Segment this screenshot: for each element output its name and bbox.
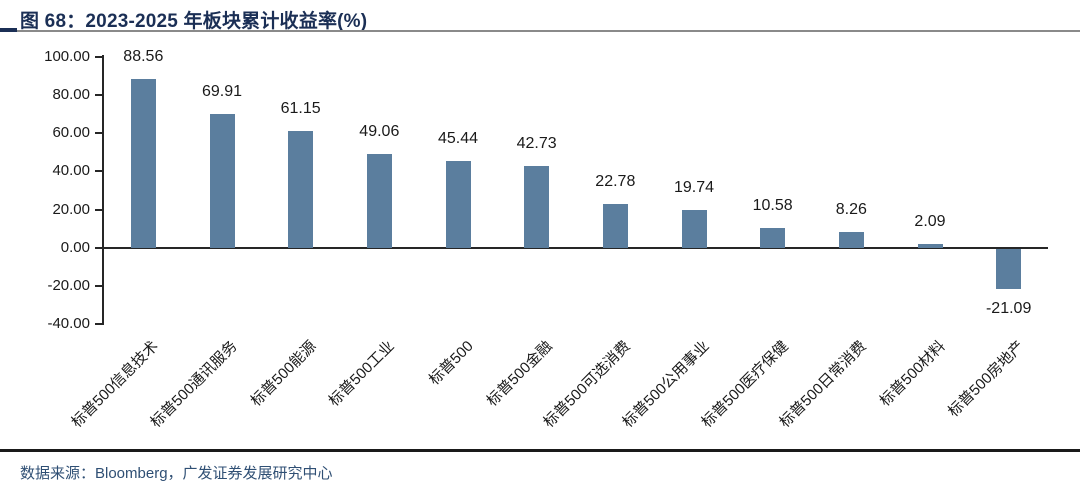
- x-axis-label: 标普500能源: [247, 337, 320, 410]
- bar: [130, 78, 156, 248]
- bar-value-label: 69.91: [201, 83, 243, 101]
- x-axis-label: 标普500房地产: [944, 337, 1028, 421]
- bar-value-label: 61.15: [280, 100, 321, 118]
- y-axis-tick: [95, 284, 104, 287]
- y-axis-label: -40.00: [47, 315, 90, 332]
- bar-value-label: 88.56: [123, 47, 164, 65]
- x-axis-label: 标普500工业: [325, 337, 399, 410]
- plot-area: 100.00 80.00 60.00 40.00 20.00 0.00 -20.00 -40.…: [44, 47, 1048, 431]
- bar: [445, 161, 471, 248]
- y-axis-tick: [95, 56, 104, 58]
- bar: [366, 154, 392, 248]
- source-divider: [0, 449, 1080, 452]
- bar: [209, 114, 235, 248]
- bar-value-label: 22.78: [595, 173, 636, 191]
- bar-value-label: -21.09: [985, 299, 1032, 317]
- bar: [996, 248, 1022, 289]
- x-axis-label: 标普500: [425, 337, 477, 389]
- x-axis-label: 标普500材料: [876, 337, 949, 410]
- y-axis-line: [102, 55, 104, 325]
- y-axis-tick: [95, 94, 104, 97]
- bar: [760, 227, 786, 248]
- bar-value-label: 8.26: [835, 200, 867, 218]
- y-axis-tick: [95, 208, 104, 211]
- bar: [288, 131, 314, 248]
- bar: [681, 210, 707, 248]
- y-axis-label: 0.00: [60, 238, 90, 256]
- y-axis-tick: [95, 170, 104, 173]
- y-axis-tick: [95, 323, 104, 325]
- bar: [602, 204, 628, 248]
- data-source: 数据来源：Bloomberg，广发证券发展研究中心: [20, 465, 333, 482]
- y-axis-label: -20.00: [47, 276, 90, 294]
- y-axis-label: 80.00: [52, 86, 90, 104]
- x-axis-zero-line: [102, 246, 1048, 249]
- bar: [524, 166, 550, 248]
- y-axis-label: 40.00: [52, 162, 90, 180]
- title-rule: [0, 30, 1080, 32]
- bar: [917, 243, 943, 248]
- bar-value-label: 2.09: [914, 212, 946, 230]
- figure-title: 图 68：2023-2025 年板块累计收益率(%): [20, 11, 368, 32]
- x-axis-label: 标普500金融: [483, 337, 556, 410]
- y-axis-label: 60.00: [52, 124, 90, 142]
- bar-value-label: 42.73: [516, 135, 557, 153]
- bar-value-label: 49.06: [359, 123, 400, 141]
- y-axis-label: 20.00: [52, 200, 90, 218]
- y-axis-tick: [95, 246, 104, 249]
- bar-value-label: 19.74: [673, 179, 715, 197]
- bar-value-label: 45.44: [437, 130, 479, 148]
- y-axis-label: 100.00: [44, 48, 90, 65]
- bar: [838, 231, 864, 248]
- bar-value-label: 10.58: [752, 196, 793, 214]
- title-accent-bar: [0, 28, 17, 32]
- y-axis-tick: [95, 132, 104, 135]
